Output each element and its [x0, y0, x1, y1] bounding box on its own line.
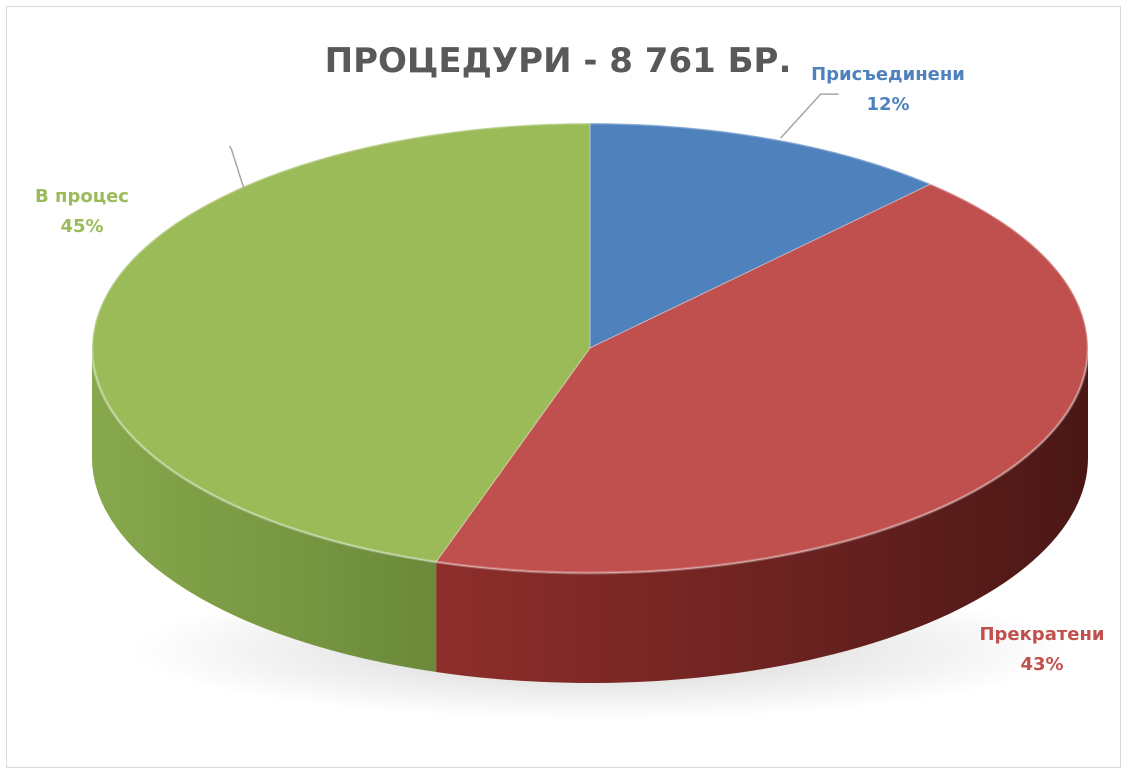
- label-slice-3-value: 45%: [60, 216, 103, 237]
- pie-slice-side-3: [92, 348, 437, 672]
- label-slice-2-value: 43%: [1020, 654, 1063, 675]
- leader-line-slice-1: [780, 93, 839, 139]
- label-slice-1-name: Присъединени: [811, 64, 965, 85]
- chart-title: ПРОЦЕДУРИ - 8 761 БР.: [325, 41, 792, 81]
- label-slice-1-value: 12%: [866, 94, 909, 115]
- pie-slice-1: [589, 122, 933, 349]
- pie-slice-2: [435, 183, 1089, 574]
- pie-rim-highlight: [90, 121, 1090, 575]
- leader-lines: [228, 93, 839, 189]
- leader-line-slice-3: [228, 145, 245, 189]
- pie-tops: [90, 121, 1090, 575]
- pie-slice-side-2: [436, 348, 1089, 684]
- label-slice-2-name: Прекратени: [979, 624, 1104, 645]
- label-slice-3-name: В процес: [35, 186, 129, 207]
- pie-sides: [92, 348, 1089, 684]
- pie-slice-3: [91, 122, 591, 563]
